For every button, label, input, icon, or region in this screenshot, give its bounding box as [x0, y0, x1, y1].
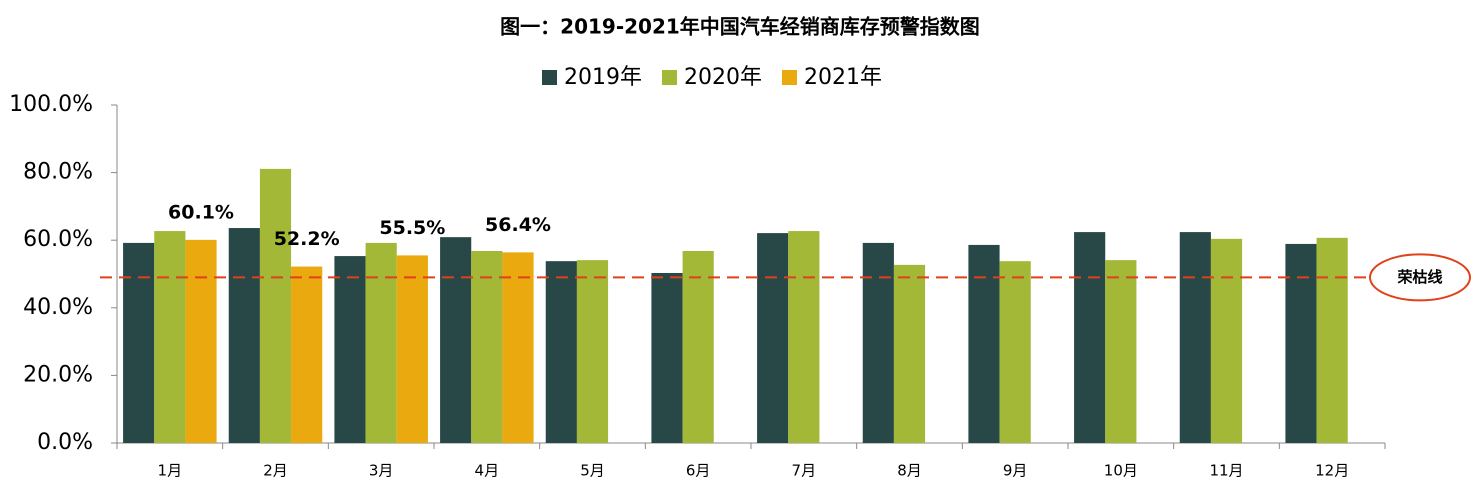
bar: [1179, 232, 1211, 443]
x-tick-label: 9月: [1003, 462, 1028, 480]
threshold-label: 荣枯线: [1396, 268, 1442, 286]
x-tick-label: 6月: [686, 462, 711, 480]
data-label: 52.2%: [274, 228, 340, 250]
bar: [862, 242, 894, 443]
bar: [471, 251, 503, 443]
data-label: 55.5%: [379, 217, 445, 239]
legend-label: 2020年: [684, 65, 762, 90]
x-tick-label: 3月: [369, 462, 394, 480]
x-tick-label: 1月: [158, 462, 183, 480]
bar: [545, 261, 577, 443]
bar: [440, 237, 472, 443]
x-tick-label: 2月: [263, 462, 288, 480]
legend-swatch: [782, 70, 797, 85]
y-tick-label: 60.0%: [23, 227, 93, 252]
bar: [396, 255, 428, 443]
threshold-badge: [1369, 253, 1471, 302]
bar: [334, 256, 366, 443]
bar: [682, 251, 714, 443]
data-label: 56.4%: [485, 214, 551, 236]
y-tick-label: 0.0%: [37, 430, 93, 455]
bar: [228, 228, 260, 443]
bar: [365, 242, 397, 443]
bar: [1074, 232, 1106, 443]
x-tick-label: 11月: [1209, 462, 1243, 480]
x-tick-label: 4月: [475, 462, 500, 480]
bar: [893, 264, 926, 443]
bar: [1285, 243, 1317, 443]
bar: [576, 260, 609, 443]
x-tick-label: 5月: [580, 462, 605, 480]
bar: [185, 239, 217, 443]
bar: [502, 252, 534, 443]
bar: [1316, 237, 1348, 443]
legend-swatch: [542, 70, 557, 85]
legend-label: 2021年: [804, 65, 882, 90]
y-tick-label: 20.0%: [23, 362, 93, 387]
bar: [123, 242, 155, 443]
bar: [999, 261, 1031, 443]
y-tick-label: 40.0%: [23, 295, 93, 320]
x-tick-label: 12月: [1315, 462, 1349, 480]
bar: [788, 231, 820, 443]
y-tick-label: 100.0%: [9, 92, 93, 117]
chart-title: 图一：2019-2021年中国汽车经销商库存预警指数图: [500, 15, 980, 39]
bar: [1210, 238, 1243, 443]
bar: [291, 266, 323, 443]
legend-swatch: [662, 70, 677, 85]
x-tick-label: 10月: [1104, 462, 1138, 480]
x-tick-label: 7月: [792, 462, 817, 480]
bar: [651, 272, 683, 443]
bar: [1105, 260, 1137, 443]
bar: [757, 233, 789, 443]
x-tick-label: 8月: [897, 462, 922, 480]
bar: [968, 244, 1000, 443]
data-label: 60.1%: [168, 201, 234, 223]
y-tick-label: 80.0%: [23, 160, 93, 185]
bar: [154, 231, 186, 443]
bar: [259, 168, 292, 443]
legend-label: 2019年: [564, 65, 642, 90]
